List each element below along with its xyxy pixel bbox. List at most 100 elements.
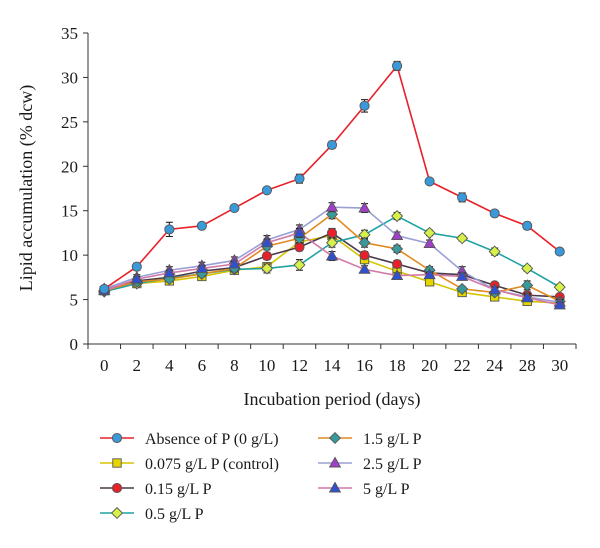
data-point <box>131 261 142 272</box>
series-layer <box>98 60 566 310</box>
y-axis-title: Lipid accumulation (% dcw) <box>16 85 37 291</box>
legend-label: 0.075 g/L P (control) <box>145 456 279 473</box>
data-point <box>229 202 240 214</box>
data-point <box>294 173 305 184</box>
data-point <box>455 269 469 281</box>
data-point <box>325 200 339 212</box>
legend-marker <box>112 458 122 468</box>
data-point <box>488 283 501 295</box>
data-point <box>456 282 469 295</box>
data-point <box>293 258 306 271</box>
data-point <box>163 266 176 278</box>
legend: Absence of P (0 g/L) 0.075 g/L P (control… <box>100 431 422 523</box>
data-point <box>130 272 143 284</box>
legend-label: 5 g/L P <box>363 481 410 498</box>
data-point <box>423 268 436 280</box>
data-point <box>228 257 241 269</box>
y-tick-label: 25 <box>61 113 78 132</box>
x-tick-label: 12 <box>291 356 308 375</box>
data-point <box>326 139 338 151</box>
data-point <box>391 210 404 223</box>
data-point <box>196 220 207 231</box>
data-point <box>390 269 404 281</box>
legend-marker <box>111 432 123 444</box>
legend-label: 0.5 g/L P <box>145 506 204 523</box>
y-tick-label: 30 <box>61 68 78 87</box>
legend-entry-1: Absence of P (0 g/L) <box>100 431 279 448</box>
data-point <box>423 237 436 249</box>
x-tick-label: 10 <box>258 356 275 375</box>
data-point <box>456 232 469 245</box>
legend-entry-3: 0.15 g/L P <box>100 481 212 498</box>
y-tick-label: 0 <box>70 335 79 354</box>
data-point <box>521 279 534 292</box>
x-tick-label: 22 <box>454 356 471 375</box>
data-point <box>325 236 339 249</box>
data-point <box>554 246 565 257</box>
x-tick-label: 2 <box>133 356 142 375</box>
legend-entry-7: 5 g/L P <box>318 481 410 498</box>
data-point <box>553 298 566 310</box>
x-tick-label: 6 <box>198 356 207 375</box>
x-tick-label: 20 <box>421 356 438 375</box>
legend-entry-5: 1.5 g/L P <box>318 431 422 448</box>
data-point <box>325 208 339 221</box>
x-tick-label: 16 <box>356 356 373 375</box>
data-point <box>423 226 436 239</box>
y-tick-label: 15 <box>61 202 78 221</box>
data-point <box>99 283 110 294</box>
legend-label: 1.5 g/L P <box>363 431 422 448</box>
data-point <box>195 261 209 273</box>
data-point <box>261 185 272 196</box>
y-tick-label: 35 <box>61 24 78 43</box>
data-point <box>260 236 274 248</box>
data-point <box>359 250 370 261</box>
data-point <box>325 249 339 261</box>
data-point <box>489 208 500 219</box>
x-tick-label: 14 <box>324 356 342 375</box>
data-point <box>392 60 403 71</box>
x-tick-label: 0 <box>100 356 109 375</box>
data-point <box>522 220 533 231</box>
data-point <box>326 227 338 238</box>
legend-marker <box>110 506 124 520</box>
legend-entry-6: 2.5 g/L P <box>318 456 422 473</box>
y-tick-label: 10 <box>61 246 78 265</box>
data-point <box>553 281 566 294</box>
y-tick-label: 5 <box>70 291 79 310</box>
data-point <box>293 226 306 238</box>
series-1 <box>99 60 565 294</box>
data-point <box>358 262 371 274</box>
y-tick-label: 20 <box>61 157 78 176</box>
data-point <box>261 250 272 262</box>
x-tick-label: 18 <box>389 356 406 375</box>
data-point <box>424 176 435 187</box>
legend-entry-2: 0.075 g/L P (control) <box>100 456 279 473</box>
legend-marker <box>328 456 342 468</box>
data-point <box>457 192 468 203</box>
legend-label: 0.15 g/L P <box>145 481 212 498</box>
data-point <box>488 245 501 258</box>
x-tick-label: 8 <box>230 356 239 375</box>
data-point <box>521 262 534 275</box>
data-point <box>390 229 404 241</box>
data-point <box>164 224 175 235</box>
data-point <box>358 201 371 213</box>
legend-marker <box>111 482 123 494</box>
legend-label: Absence of P (0 g/L) <box>145 431 279 448</box>
legend-label: 2.5 g/L P <box>363 456 422 473</box>
x-tick-label: 30 <box>551 356 568 375</box>
data-point <box>391 242 404 255</box>
x-tick-label: 24 <box>486 356 504 375</box>
x-tick-label: 4 <box>165 356 174 375</box>
data-point <box>359 100 370 111</box>
data-point <box>392 258 403 270</box>
legend-marker <box>328 431 342 445</box>
x-axis-title: Incubation period (days) <box>244 389 421 410</box>
x-tick-label: 28 <box>519 356 536 375</box>
data-point <box>260 262 273 275</box>
data-point <box>521 291 534 303</box>
legend-marker <box>328 481 342 493</box>
